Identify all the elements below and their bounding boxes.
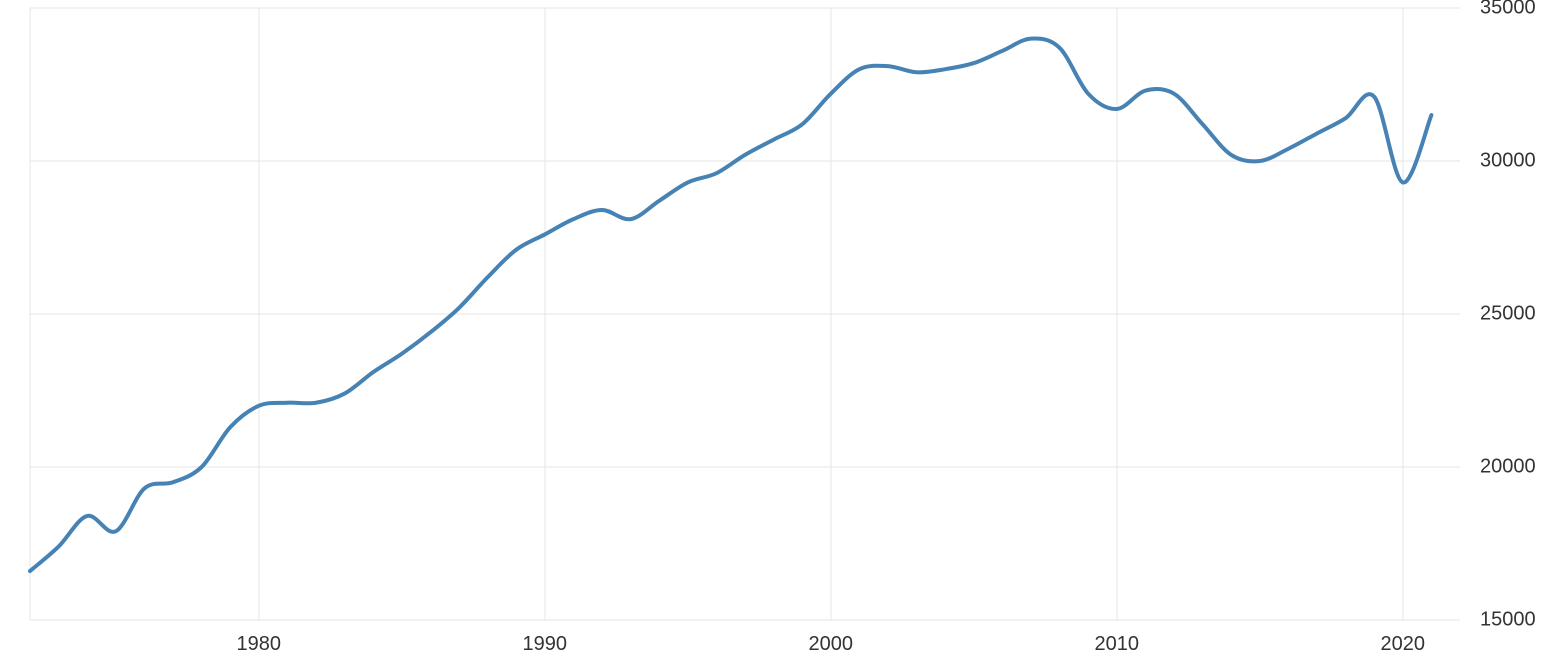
- y-tick-label: 30000: [1480, 149, 1536, 171]
- x-tick-label: 2000: [809, 633, 854, 655]
- x-tick-label: 2020: [1381, 633, 1426, 655]
- y-tick-label: 25000: [1480, 302, 1536, 324]
- y-tick-label: 15000: [1480, 608, 1536, 630]
- chart-svg: 15000 20000 25000 30000 35000 1980 1990 2000 201…: [0, 0, 1560, 672]
- x-tick-label: 1990: [523, 633, 568, 655]
- x-tick-label: 1980: [237, 633, 282, 655]
- x-tick-label: 2010: [1095, 633, 1140, 655]
- y-tick-label: 20000: [1480, 455, 1536, 477]
- line-chart: 15000 20000 25000 30000 35000 1980 1990 2000 201…: [0, 0, 1560, 672]
- y-tick-label: 35000: [1480, 0, 1536, 18]
